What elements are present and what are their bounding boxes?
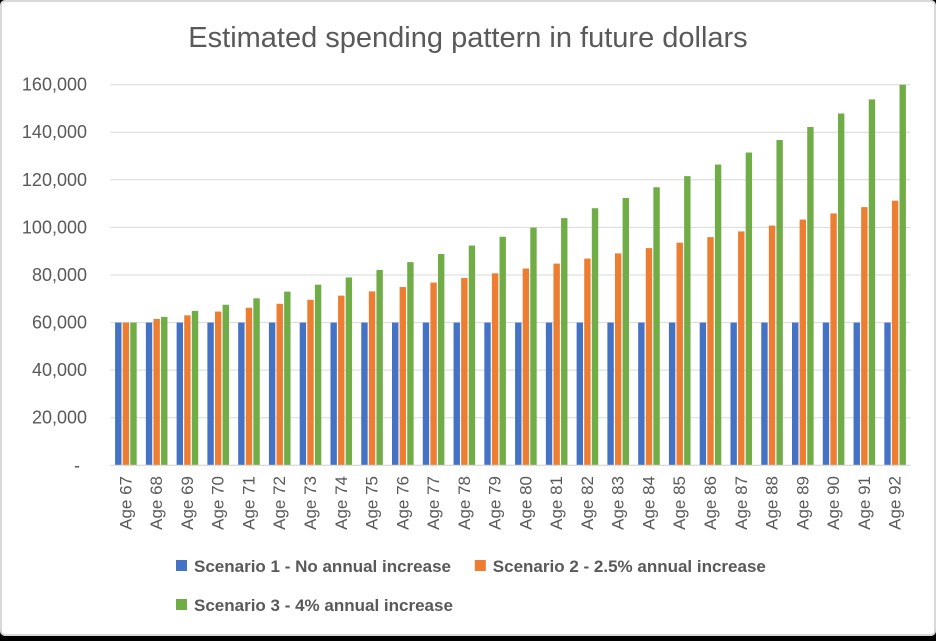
svg-text:Age 79: Age 79 — [486, 476, 505, 530]
svg-text:Age 88: Age 88 — [763, 476, 782, 530]
svg-text:Age 76: Age 76 — [393, 476, 412, 530]
svg-text:Age 75: Age 75 — [363, 476, 382, 530]
svg-text:Age 83: Age 83 — [609, 476, 628, 530]
svg-text:Age 71: Age 71 — [239, 476, 258, 530]
svg-text:Age 78: Age 78 — [455, 476, 474, 530]
svg-text:Age 77: Age 77 — [424, 476, 443, 530]
svg-text:Age 70: Age 70 — [209, 476, 228, 530]
svg-text:Age 74: Age 74 — [332, 476, 351, 530]
svg-text:Age 67: Age 67 — [116, 476, 135, 530]
svg-text:Age 73: Age 73 — [301, 476, 320, 530]
svg-text:20,000: 20,000 — [32, 408, 87, 428]
svg-text:Age 68: Age 68 — [147, 476, 166, 530]
svg-text:Age 86: Age 86 — [701, 476, 720, 530]
svg-text:40,000: 40,000 — [32, 360, 87, 380]
svg-text:80,000: 80,000 — [32, 265, 87, 285]
svg-text:Scenario 3 - 4% annual increas: Scenario 3 - 4% annual increase — [194, 596, 453, 615]
svg-text:Age 85: Age 85 — [670, 476, 689, 530]
svg-text:120,000: 120,000 — [22, 170, 87, 190]
svg-text:100,000: 100,000 — [22, 217, 87, 237]
svg-text:Age 81: Age 81 — [547, 476, 566, 530]
svg-text:Age 82: Age 82 — [578, 476, 597, 530]
svg-text:Age 87: Age 87 — [732, 476, 751, 530]
svg-text:60,000: 60,000 — [32, 313, 87, 333]
svg-text:Age 84: Age 84 — [639, 476, 658, 530]
svg-text:Age 80: Age 80 — [516, 476, 535, 530]
svg-text:Age 89: Age 89 — [793, 476, 812, 530]
svg-text:Age 91: Age 91 — [855, 476, 874, 530]
svg-text:Estimated spending pattern in: Estimated spending pattern in future dol… — [188, 22, 747, 54]
svg-text:Age 92: Age 92 — [886, 476, 905, 530]
svg-text:Scenario 2 - 2.5% annual incre: Scenario 2 - 2.5% annual increase — [493, 557, 766, 576]
svg-text:Age 69: Age 69 — [178, 476, 197, 530]
svg-text:-: - — [74, 455, 80, 475]
svg-text:160,000: 160,000 — [22, 75, 87, 95]
svg-text:Age 72: Age 72 — [270, 476, 289, 530]
svg-text:Scenario 1 - No annual increas: Scenario 1 - No annual increase — [194, 557, 451, 576]
svg-text:Age 90: Age 90 — [824, 476, 843, 530]
svg-text:140,000: 140,000 — [22, 122, 87, 142]
